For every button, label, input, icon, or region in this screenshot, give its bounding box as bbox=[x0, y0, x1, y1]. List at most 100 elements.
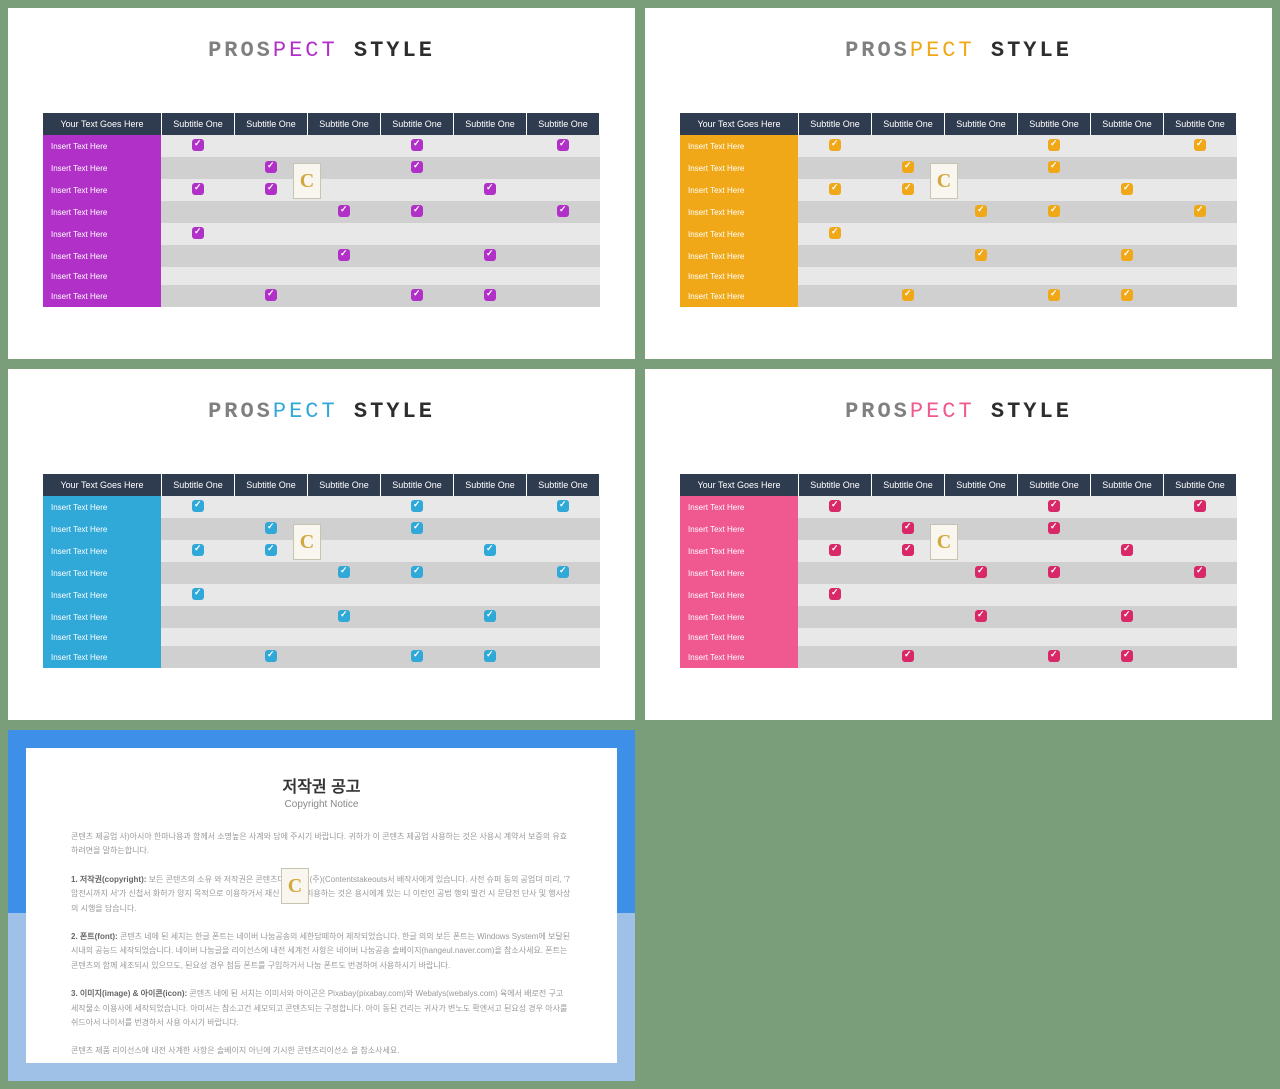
row-label: Insert Text Here bbox=[680, 157, 798, 179]
table-cell bbox=[234, 646, 307, 668]
table-row: Insert Text Here bbox=[680, 562, 1237, 584]
table-cell bbox=[1090, 496, 1163, 518]
table-cell bbox=[1017, 628, 1090, 646]
title-part-1: PROS bbox=[208, 399, 273, 424]
table-cell bbox=[380, 518, 453, 540]
data-table: Your Text Goes HereSubtitle OneSubtitle … bbox=[680, 474, 1237, 668]
check-icon bbox=[557, 139, 569, 151]
table-row: Insert Text Here bbox=[680, 628, 1237, 646]
table-cell bbox=[453, 628, 526, 646]
table-cell bbox=[944, 201, 1017, 223]
title-accent: PECT bbox=[273, 399, 338, 424]
check-icon bbox=[411, 205, 423, 217]
check-icon bbox=[975, 566, 987, 578]
table-cell bbox=[453, 646, 526, 668]
check-icon bbox=[975, 249, 987, 261]
row-label: Insert Text Here bbox=[43, 179, 161, 201]
header-sub: Subtitle One bbox=[161, 113, 234, 135]
table-cell bbox=[1163, 267, 1236, 285]
table-row: Insert Text Here bbox=[43, 628, 600, 646]
check-icon bbox=[192, 139, 204, 151]
row-label: Insert Text Here bbox=[680, 646, 798, 668]
header-sub: Subtitle One bbox=[161, 474, 234, 496]
check-icon bbox=[265, 289, 277, 301]
table-cell bbox=[307, 201, 380, 223]
check-icon bbox=[902, 161, 914, 173]
title-part-1: PROS bbox=[845, 399, 910, 424]
table-cell bbox=[871, 245, 944, 267]
slide-title: PROSPECT STYLE bbox=[645, 399, 1272, 424]
table-cell bbox=[453, 540, 526, 562]
table-cell bbox=[234, 496, 307, 518]
row-label: Insert Text Here bbox=[680, 540, 798, 562]
table-cell bbox=[1090, 606, 1163, 628]
table-cell bbox=[453, 179, 526, 201]
table-cell bbox=[944, 245, 1017, 267]
header-sub: Subtitle One bbox=[944, 474, 1017, 496]
table-cell bbox=[307, 135, 380, 157]
table-cell bbox=[307, 285, 380, 307]
table-cell bbox=[307, 496, 380, 518]
title-part-3: STYLE bbox=[338, 399, 435, 424]
table-cell bbox=[1090, 540, 1163, 562]
row-label: Insert Text Here bbox=[43, 267, 161, 285]
row-label: Insert Text Here bbox=[680, 201, 798, 223]
row-label: Insert Text Here bbox=[43, 646, 161, 668]
header-sub: Subtitle One bbox=[944, 113, 1017, 135]
table-cell bbox=[1017, 201, 1090, 223]
check-icon bbox=[975, 610, 987, 622]
table-row: Insert Text Here bbox=[680, 606, 1237, 628]
data-table: Your Text Goes HereSubtitle OneSubtitle … bbox=[43, 474, 600, 668]
table-cell bbox=[1163, 584, 1236, 606]
check-icon bbox=[411, 161, 423, 173]
copyright-paragraph: 3. 이미지(image) & 아이콘(icon): 콘텐츠 네에 된 서치는 … bbox=[71, 987, 572, 1030]
table-cell bbox=[380, 606, 453, 628]
table-cell bbox=[1017, 540, 1090, 562]
watermark-icon: C bbox=[930, 524, 958, 560]
row-label: Insert Text Here bbox=[43, 518, 161, 540]
check-icon bbox=[1048, 205, 1060, 217]
header-sub: Subtitle One bbox=[380, 113, 453, 135]
check-icon bbox=[1121, 183, 1133, 195]
table-cell bbox=[380, 223, 453, 245]
table-cell bbox=[161, 496, 234, 518]
table-cell bbox=[453, 245, 526, 267]
table-container: Your Text Goes HereSubtitle OneSubtitle … bbox=[645, 113, 1272, 307]
table-cell bbox=[380, 201, 453, 223]
table-cell bbox=[526, 584, 599, 606]
table-cell bbox=[453, 584, 526, 606]
table-cell bbox=[453, 223, 526, 245]
table-cell bbox=[1163, 201, 1236, 223]
table-cell bbox=[526, 646, 599, 668]
table-cell bbox=[1163, 179, 1236, 201]
table-cell bbox=[307, 223, 380, 245]
check-icon bbox=[975, 205, 987, 217]
row-label: Insert Text Here bbox=[680, 584, 798, 606]
check-icon bbox=[557, 566, 569, 578]
table-cell bbox=[798, 201, 871, 223]
table-cell bbox=[380, 179, 453, 201]
table-cell bbox=[1017, 267, 1090, 285]
title-accent: PECT bbox=[273, 38, 338, 63]
table-cell bbox=[1163, 496, 1236, 518]
table-cell bbox=[453, 201, 526, 223]
check-icon bbox=[1194, 205, 1206, 217]
check-icon bbox=[829, 544, 841, 556]
table-cell bbox=[1163, 223, 1236, 245]
table-cell bbox=[1017, 646, 1090, 668]
table-cell bbox=[1163, 135, 1236, 157]
header-first: Your Text Goes Here bbox=[43, 474, 161, 496]
check-icon bbox=[1121, 289, 1133, 301]
watermark-icon: C bbox=[281, 868, 309, 904]
table-cell bbox=[798, 223, 871, 245]
check-icon bbox=[1121, 650, 1133, 662]
table-cell bbox=[944, 584, 1017, 606]
check-icon bbox=[265, 161, 277, 173]
table-cell bbox=[798, 267, 871, 285]
check-icon bbox=[1121, 544, 1133, 556]
table-cell bbox=[526, 157, 599, 179]
table-cell bbox=[161, 179, 234, 201]
check-icon bbox=[902, 544, 914, 556]
table-row: Insert Text Here bbox=[680, 223, 1237, 245]
slide-title: PROSPECT STYLE bbox=[645, 38, 1272, 63]
